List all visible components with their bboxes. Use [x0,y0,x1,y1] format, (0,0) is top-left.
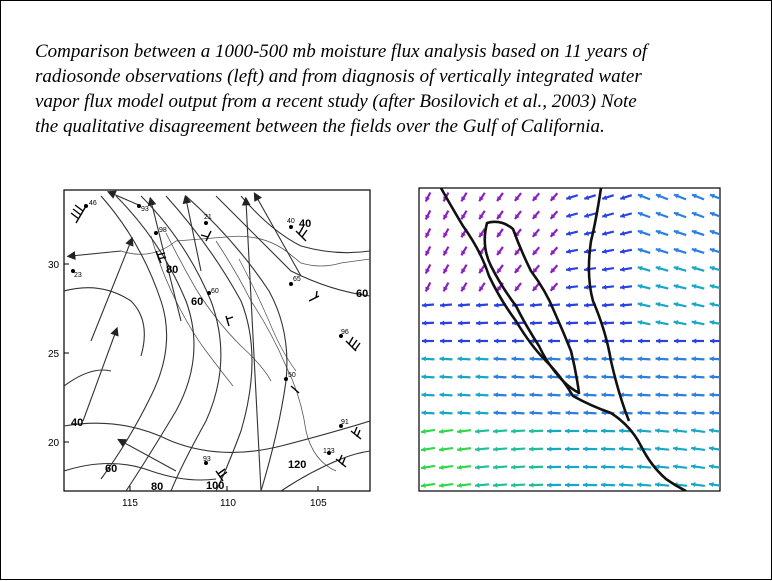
model-flux-map [1,1,772,581]
slide: Comparison between a 1000-500 mb moistur… [0,0,772,580]
